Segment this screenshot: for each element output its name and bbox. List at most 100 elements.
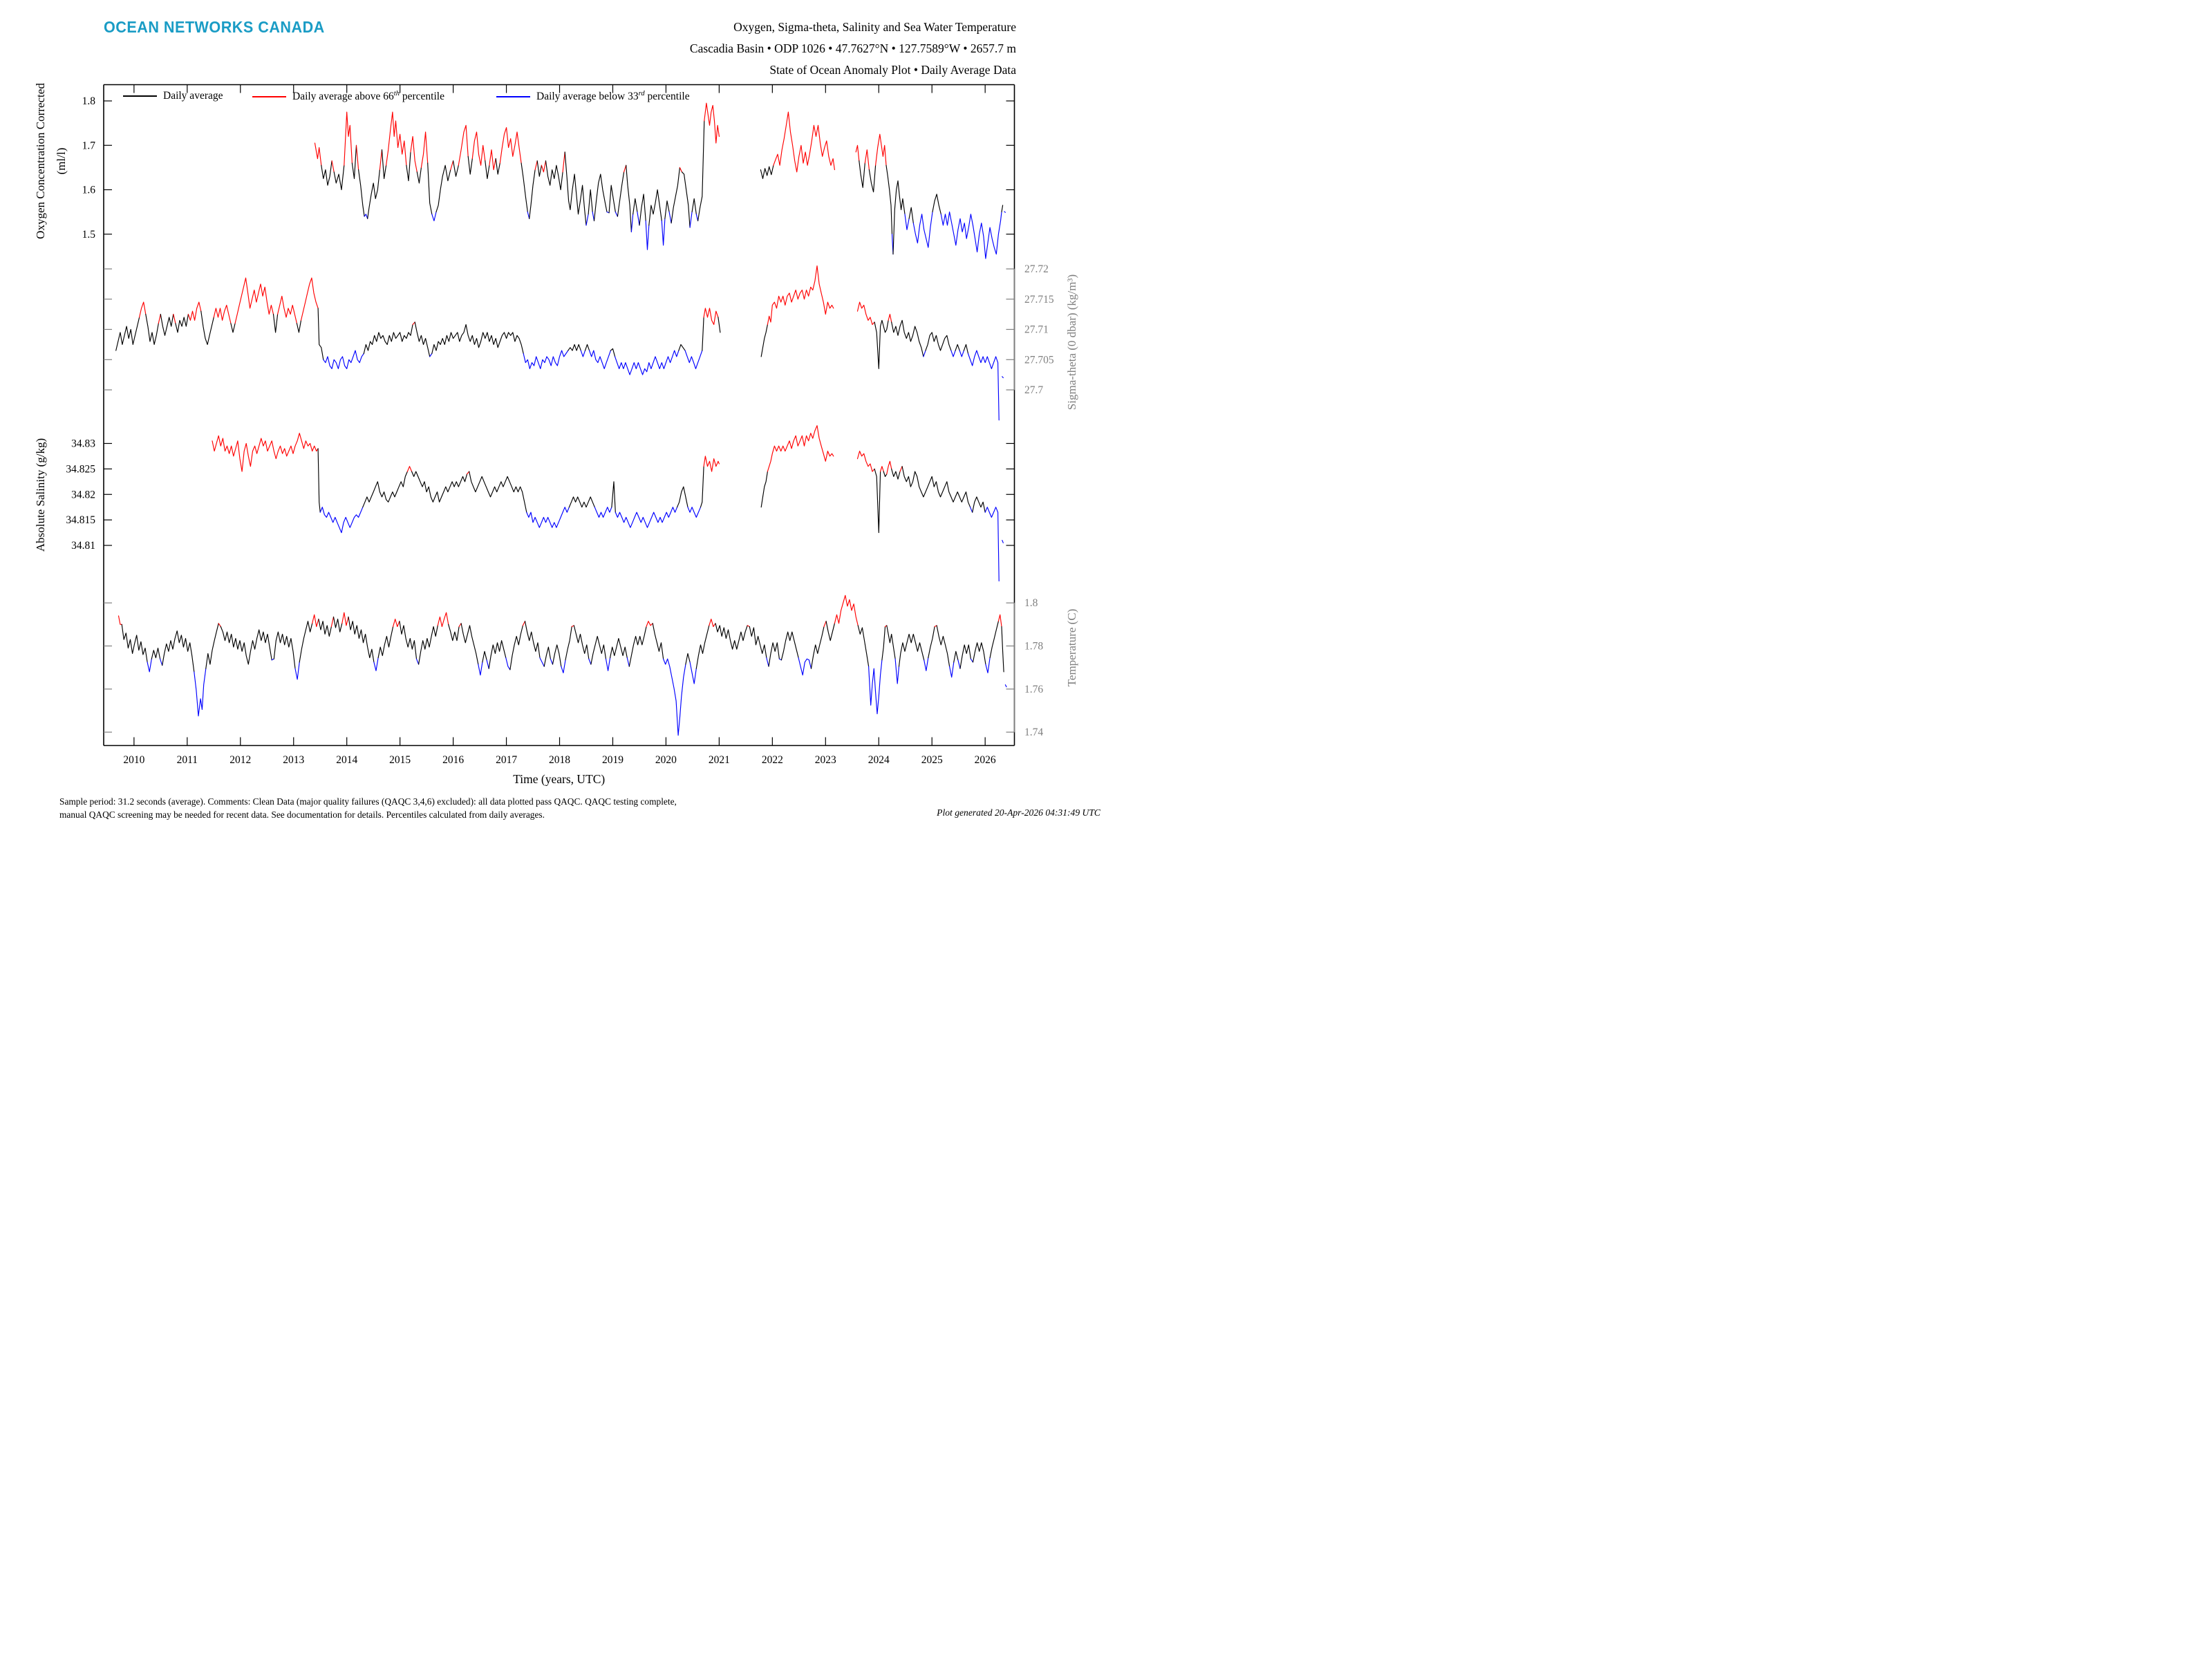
legend-item-daily-average: Daily average (123, 90, 223, 102)
series-run-normal (1001, 626, 1004, 673)
y-tick-label-temperature: 1.76 (1024, 684, 1043, 695)
y-tick-label-oxygen: 1.7 (82, 140, 96, 151)
series-run-above (856, 451, 875, 472)
series-run-normal (881, 626, 886, 661)
series-run-below (645, 220, 650, 250)
series-run-above (767, 265, 834, 326)
series-run-below (523, 350, 569, 369)
series-run-above (393, 619, 400, 628)
series-run-below (695, 214, 699, 222)
series-run-normal (573, 625, 590, 659)
series-run-normal (418, 625, 438, 665)
series-run-below (429, 353, 433, 357)
series-run-normal (695, 625, 710, 669)
series-run-below (798, 657, 812, 676)
series-run-below (959, 350, 964, 357)
series-run-above (522, 621, 526, 626)
legend-label: Daily average below 33rd percentile (536, 90, 690, 103)
series-run-normal (685, 653, 691, 665)
series-run-normal (377, 626, 394, 659)
series-run-below (561, 659, 566, 673)
series-run-below (585, 214, 589, 226)
x-tick-label: 2025 (921, 754, 943, 766)
y-tick-label-sigma_theta: 27.71 (1024, 324, 1049, 336)
series-run-above (331, 160, 335, 173)
plot-title-line1: Oxygen, Sigma-theta, Salinity and Sea Wa… (733, 20, 1016, 34)
x-tick-label: 2012 (229, 754, 251, 766)
series-run-normal (891, 468, 901, 480)
x-tick-label: 2022 (762, 754, 783, 766)
x-tick-label: 2018 (549, 754, 570, 766)
series-run-normal (485, 160, 490, 179)
series-run-above (139, 301, 147, 318)
series-run-above (355, 144, 359, 171)
y-axis-label-salinity: Absolute Salinity (g/kg) (34, 438, 47, 552)
series-run-above (341, 612, 349, 626)
series-run-above (704, 102, 720, 144)
series-run-above (458, 124, 469, 166)
series-run-below (949, 662, 955, 678)
y-tick-label-sigma_theta: 27.72 (1024, 263, 1049, 275)
y-tick-label-temperature: 1.74 (1024, 727, 1043, 738)
series-run-normal (892, 180, 906, 255)
series-run-above (747, 625, 750, 628)
series-run-normal (448, 624, 460, 641)
series-run-below (588, 658, 592, 665)
series-run-normal (488, 640, 507, 669)
series-run-above (467, 471, 470, 475)
series-run-below (160, 658, 163, 666)
series-run-normal (626, 165, 632, 233)
series-run-normal (333, 165, 345, 191)
series-run-normal (702, 317, 704, 351)
series-run-normal (296, 319, 302, 333)
series-run-above (406, 466, 413, 472)
series-run-normal (671, 167, 680, 224)
series-run-normal (590, 635, 607, 665)
legend-label: Daily average above 66th percentile (292, 90, 444, 103)
series-run-above (379, 149, 383, 171)
series-run-above (703, 308, 719, 326)
series-run-normal (886, 625, 896, 659)
series-run-above (420, 131, 429, 168)
series-run-above (888, 314, 892, 323)
series-run-above (489, 149, 496, 171)
series-run-below (539, 657, 545, 667)
series-run-below (294, 662, 300, 680)
series-sigma_theta (115, 265, 1004, 421)
series-run-normal (928, 626, 935, 659)
series-run-normal (760, 165, 774, 179)
axes (103, 84, 1015, 747)
series-run-normal (411, 471, 468, 503)
x-tick-label: 2020 (655, 754, 677, 766)
series-run-above (875, 133, 887, 166)
series-run-above (158, 314, 161, 324)
y-tick-label-sigma_theta: 27.715 (1024, 294, 1054, 306)
series-run-normal (521, 162, 528, 213)
series-run-normal (460, 623, 479, 665)
series-run-above (437, 612, 449, 628)
series-run-above (386, 111, 407, 166)
series-run-normal (715, 623, 748, 650)
series-run-normal (588, 189, 593, 215)
legend-line-sample-red (252, 95, 286, 97)
series-run-below (985, 657, 991, 673)
series-run-normal (321, 160, 332, 186)
series-run-normal (482, 650, 487, 663)
y-axis-label-temperature: Temperature (C) (1065, 609, 1078, 687)
series-run-below (637, 212, 640, 226)
y-tick-label-salinity: 34.81 (71, 540, 95, 552)
series-run-normal (273, 631, 296, 669)
series-run-normal (406, 151, 411, 182)
series-run-above (450, 160, 454, 171)
series-run-normal (175, 314, 189, 333)
series-run-below (323, 350, 364, 369)
series-run-below (970, 507, 973, 513)
y-axis-label-sigma_theta: Sigma-theta (0 dbar) (kg/m³) (1065, 274, 1078, 410)
series-run-normal (399, 621, 418, 659)
series-run-normal (925, 332, 952, 351)
series-run-normal (565, 626, 572, 661)
x-tick-label: 2021 (709, 754, 730, 766)
x-axis: 2010 2011 2012 2013 2014 2015 2016 2017 2018 2019… (123, 84, 996, 786)
series-run-below (668, 212, 672, 224)
y-axis-label-oxygen: (ml/l) (55, 148, 68, 175)
